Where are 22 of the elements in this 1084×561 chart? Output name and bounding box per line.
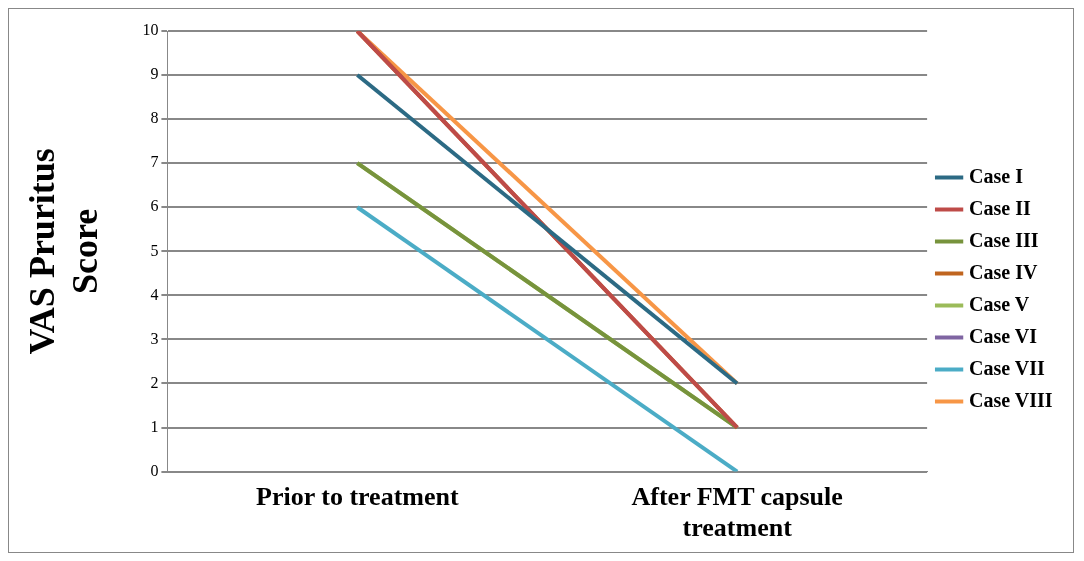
x-tick-label: After FMT capsule treatment [631, 481, 843, 543]
y-tick-label: 6 [150, 197, 159, 215]
y-tick-label: 4 [150, 285, 159, 303]
y-tick-label: 10 [142, 21, 159, 39]
y-tick-label: 2 [150, 373, 159, 391]
y-tick-label: 3 [150, 329, 159, 347]
legend-label: Case III [969, 228, 1039, 251]
y-tick-label: 9 [150, 65, 159, 83]
y-tick-label: 5 [150, 241, 159, 259]
legend-label: Case I [969, 164, 1024, 187]
y-tick-label: 0 [150, 461, 159, 479]
legend-label: Case VI [969, 324, 1038, 347]
legend-label: Case II [969, 196, 1031, 219]
legend-label: Case IV [969, 260, 1038, 283]
x-tick-label: Prior to treatment [256, 481, 459, 511]
legend-label: Case V [969, 292, 1030, 315]
y-axis-title: VAS Pruritus Score [21, 148, 106, 355]
y-tick-label: 1 [150, 417, 159, 435]
y-tick-label: 7 [150, 153, 159, 171]
y-tick-label: 8 [150, 109, 159, 127]
legend-label: Case VIII [969, 388, 1053, 411]
legend-label: Case VII [969, 356, 1046, 379]
